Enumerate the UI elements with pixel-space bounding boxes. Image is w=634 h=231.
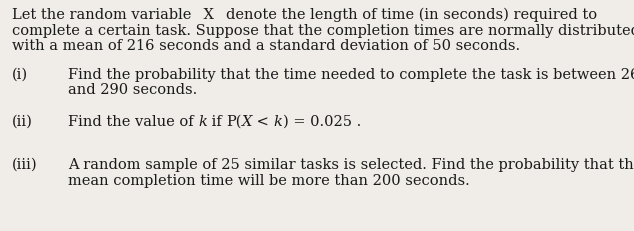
Text: Let the random variable   X   denote the length of time (in seconds) required to: Let the random variable X denote the len…	[12, 8, 597, 22]
Text: with a mean of 216 seconds and a standard deviation of 50 seconds.: with a mean of 216 seconds and a standar…	[12, 39, 520, 53]
Text: mean completion time will be more than 200 seconds.: mean completion time will be more than 2…	[68, 173, 470, 188]
Text: and 290 seconds.: and 290 seconds.	[68, 83, 197, 97]
Text: P(: P(	[226, 115, 242, 129]
Text: ) = 0.025 .: ) = 0.025 .	[283, 115, 361, 129]
Text: Find the probability that the time needed to complete the task is between 260: Find the probability that the time neede…	[68, 68, 634, 82]
Text: Find the value of: Find the value of	[68, 115, 198, 129]
Text: k: k	[274, 115, 283, 129]
Text: <: <	[252, 115, 274, 129]
Text: (iii): (iii)	[12, 158, 37, 172]
Text: if: if	[207, 115, 226, 129]
Text: complete a certain task. Suppose that the completion times are normally distribu: complete a certain task. Suppose that th…	[12, 24, 634, 37]
Text: k: k	[198, 115, 207, 129]
Text: (ii): (ii)	[12, 115, 33, 129]
Text: (i): (i)	[12, 68, 28, 82]
Text: X: X	[242, 115, 252, 129]
Text: A random sample of 25 similar tasks is selected. Find the probability that the: A random sample of 25 similar tasks is s…	[68, 158, 634, 172]
